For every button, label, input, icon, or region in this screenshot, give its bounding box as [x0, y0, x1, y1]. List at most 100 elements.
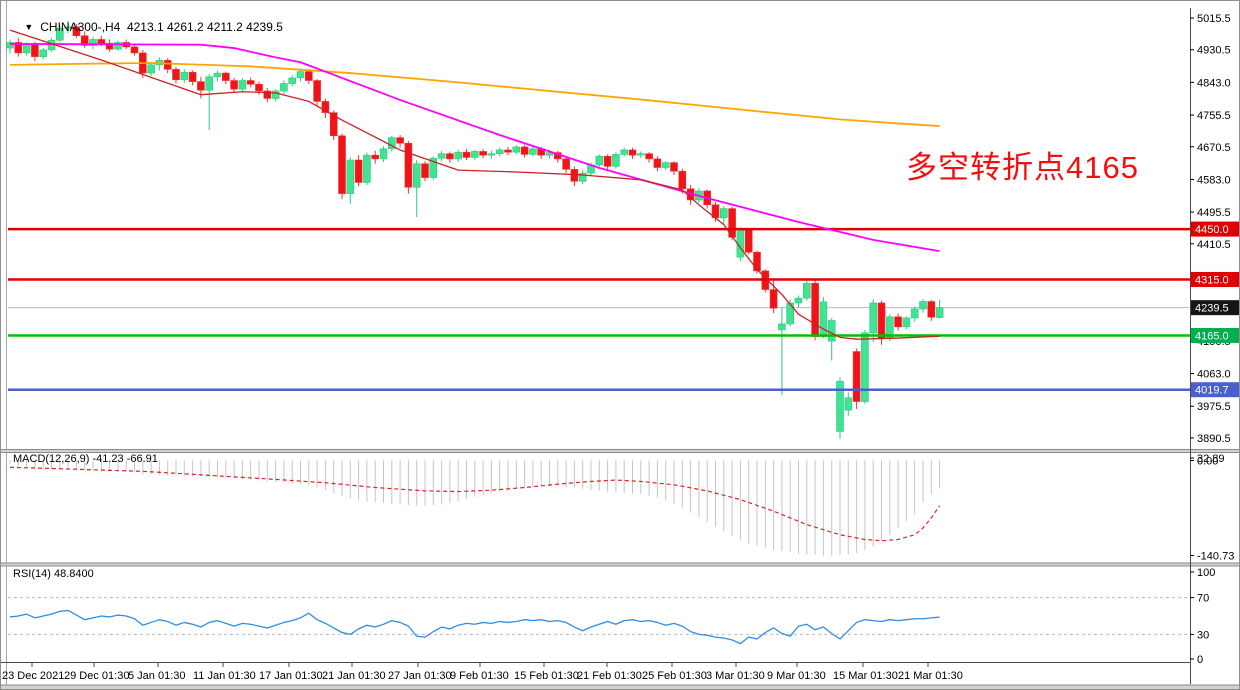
candle-up — [412, 163, 421, 188]
rsi-axis-label: 30 — [1197, 629, 1209, 641]
candle-up — [280, 83, 288, 92]
candle-down — [14, 42, 23, 54]
candle-down — [222, 72, 230, 81]
candle-down — [188, 72, 197, 82]
candle-up — [802, 282, 811, 299]
time-tick-label: 21 Jan 01:30 — [322, 670, 386, 682]
candle-up — [271, 90, 280, 99]
price-badge-label: 4315.0 — [1195, 274, 1229, 286]
candle-down — [246, 80, 255, 85]
candle-down — [462, 151, 471, 158]
candle-down — [520, 146, 529, 155]
time-tick-label: 25 Feb 01:30 — [642, 670, 707, 682]
price-tick-label: 4843.0 — [1197, 77, 1231, 89]
time-tick-label: 15 Mar 01:30 — [833, 670, 898, 682]
candle-up — [919, 301, 927, 310]
splitter-main-macd[interactable] — [0, 449, 1240, 453]
time-tick-label: 23 Dec 2021 — [2, 670, 64, 682]
price-tick-label: 4583.0 — [1197, 174, 1231, 186]
time-tick-label: 3 Mar 01:30 — [706, 670, 765, 682]
candle-down — [603, 155, 612, 167]
candle-down — [197, 81, 205, 91]
time-tick-label: 15 Feb 01:30 — [514, 670, 579, 682]
candle-up — [861, 332, 869, 402]
rsi-indicator-label: RSI(14) 48.8400 — [13, 568, 94, 580]
candle-up — [836, 381, 844, 432]
candle-up — [470, 151, 479, 158]
candle-down — [728, 208, 736, 238]
annotation-text[interactable]: 多空转折点4165 — [906, 150, 1139, 185]
candle-down — [304, 71, 313, 81]
candle-up — [935, 307, 944, 318]
time-tick-label: 17 Jan 01:30 — [259, 670, 323, 682]
candle-up — [844, 397, 853, 411]
candle-up — [114, 42, 122, 50]
candle-up — [437, 153, 446, 159]
price-badge-4165.0 — [1191, 327, 1239, 343]
candle-down — [371, 154, 380, 160]
price-badge-label: 4450.0 — [1195, 224, 1229, 236]
candle-down — [105, 42, 114, 50]
candle-up — [910, 308, 919, 319]
candle-down — [645, 153, 653, 160]
price-tick-label: 3975.5 — [1197, 401, 1231, 413]
candle-up — [778, 323, 786, 331]
candle-down — [329, 112, 338, 137]
chart-dropdown-icon[interactable]: ▼ — [24, 22, 34, 32]
candle-down — [172, 69, 180, 81]
candle-up — [363, 154, 371, 183]
candle-up — [827, 320, 836, 342]
candle-up — [512, 146, 521, 153]
window-bottom-band[interactable] — [0, 685, 1240, 690]
candle-down — [628, 149, 637, 156]
macd-axis-label: 0.00 — [1197, 456, 1218, 468]
time-tick-label: 21 Feb 01:30 — [577, 670, 642, 682]
candle-down — [504, 149, 512, 153]
candle-down — [255, 83, 263, 92]
price-badge-4315.0 — [1191, 271, 1239, 287]
candle-up — [620, 149, 629, 155]
candle-down — [163, 60, 172, 70]
rsi-line — [9, 609, 940, 645]
candle-down — [479, 151, 487, 156]
candle-down — [263, 90, 272, 99]
candle-up — [288, 77, 297, 84]
candle-down — [670, 162, 678, 172]
price-tick-label: 3890.5 — [1197, 433, 1231, 445]
candle-down — [744, 229, 753, 253]
candle-down — [562, 158, 570, 170]
time-tick-label: 9 Mar 01:30 — [767, 670, 826, 682]
candle-up — [379, 148, 388, 160]
candle-up — [902, 317, 911, 328]
price-tick-label: 4670.5 — [1197, 142, 1231, 154]
rsi-axis-label: 0 — [1197, 654, 1203, 666]
macd-axis-label: 32.89 — [1197, 453, 1225, 465]
time-tick-label: 9 Feb 01:30 — [450, 670, 509, 682]
symbol-info-bar: ▼ CHINA300-,H4 4213.1 4261.2 4211.2 4239.… — [11, 6, 283, 48]
price-badge-label: 4019.7 — [1195, 385, 1229, 397]
macd-indicator-label: MACD(12,26,9) -41.23 -66.91 — [13, 453, 158, 465]
candle-down — [404, 142, 413, 188]
candle-down — [446, 153, 454, 160]
candle-up — [213, 72, 222, 78]
candle-down — [877, 302, 886, 339]
ma-mid-line — [9, 43, 940, 252]
candle-down — [753, 251, 761, 272]
price-badge-4019.7 — [1191, 382, 1239, 398]
price-tick-label: 5015.5 — [1197, 13, 1231, 25]
candle-down — [80, 35, 89, 46]
candle-up — [429, 157, 438, 178]
candle-down — [769, 289, 778, 309]
candle-up — [454, 151, 463, 160]
candle-up — [64, 26, 72, 29]
candle-up — [612, 154, 620, 167]
splitter-macd-rsi[interactable] — [0, 563, 1240, 566]
candle-up — [346, 159, 355, 194]
candle-up — [819, 301, 828, 337]
candle-down — [894, 316, 902, 328]
candle-up — [661, 162, 670, 168]
price-tick-label: 4930.5 — [1197, 45, 1231, 57]
macd-axis-label: -140.73 — [1197, 550, 1234, 562]
candle-down — [354, 159, 363, 183]
